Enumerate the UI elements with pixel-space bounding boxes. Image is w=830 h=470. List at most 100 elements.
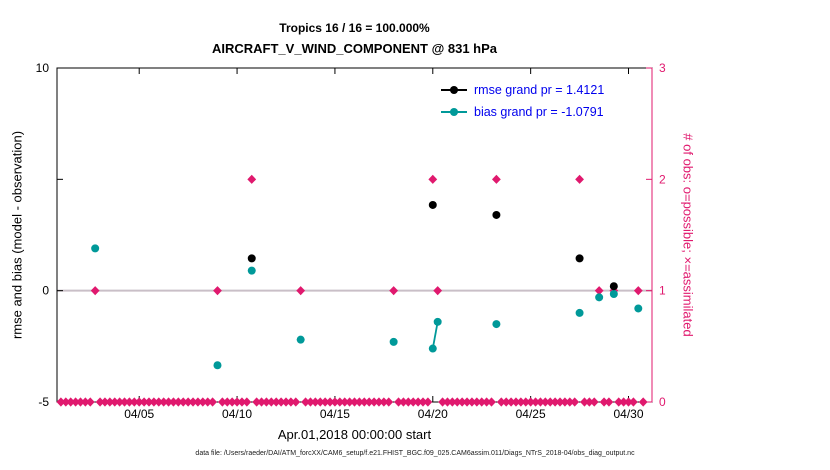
obs-count-diamond <box>452 397 462 407</box>
obs-count-diamond <box>364 397 374 407</box>
obs-count-diamond <box>501 397 511 407</box>
obs-count-diamond <box>482 397 492 407</box>
obs-count-diamond <box>149 397 159 407</box>
obs-count-diamond <box>56 397 66 407</box>
obs-count-diamond <box>487 397 496 407</box>
obs-count-diamond <box>555 397 565 407</box>
obs-count-diamond <box>193 397 203 407</box>
obs-count-diamond <box>247 174 257 184</box>
obs-count-diamond <box>496 397 506 407</box>
obs-count-diamond <box>281 397 291 407</box>
rmse-point <box>492 210 501 219</box>
obs-count-diamond <box>266 397 276 407</box>
obs-count-diamond <box>66 397 76 407</box>
obs-count-diamond <box>335 397 345 407</box>
obs-count-diamond <box>315 397 325 407</box>
obs-count-diamond <box>242 397 252 407</box>
rmse-point <box>575 254 584 263</box>
legend: rmse grand pr = 1.4121 bias grand pr = -… <box>441 79 604 123</box>
rmse-point <box>428 200 437 209</box>
obs-count-diamond <box>125 397 134 407</box>
obs-count-diamond <box>599 397 609 407</box>
obs-count-diamond <box>477 397 487 407</box>
obs-count-diamond <box>633 286 643 296</box>
y-tick-label-right: 2 <box>659 172 666 186</box>
obs-count-diamond <box>584 397 594 407</box>
obs-count-diamond <box>619 397 629 407</box>
plot-subtitle: AIRCRAFT_V_WIND_COMPONENT @ 831 hPa <box>212 41 497 56</box>
obs-count-diamond <box>447 397 457 407</box>
bias-point <box>575 308 584 317</box>
obs-count-diamond <box>227 397 237 407</box>
obs-count-diamond <box>545 397 555 407</box>
x-tick-label: 04/15 <box>320 407 350 421</box>
obs-count-diamond <box>252 397 262 407</box>
obs-count-diamond <box>521 397 531 407</box>
obs-count-diamond <box>340 397 350 407</box>
obs-count-diamond <box>536 397 545 407</box>
obs-count-diamond <box>85 397 95 407</box>
obs-count-diamond <box>296 286 306 296</box>
bias-point <box>492 320 501 329</box>
obs-count-diamond <box>457 397 467 407</box>
obs-count-diamond <box>144 397 154 407</box>
obs-count-diamond <box>423 397 433 407</box>
obs-count-diamond <box>394 397 403 407</box>
obs-count-diamond <box>208 397 218 407</box>
obs-count-diamond <box>560 397 570 407</box>
obs-count-diamond <box>169 397 178 407</box>
obs-count-diamond <box>589 397 599 407</box>
obs-count-diamond <box>71 397 80 407</box>
obs-count-diamond <box>438 397 447 407</box>
obs-count-diamond <box>217 397 227 407</box>
obs-count-diamond <box>359 397 369 407</box>
legend-item-bias: bias grand pr = -1.0791 <box>441 101 604 123</box>
obs-count-diamond <box>76 397 85 407</box>
obs-count-diamond <box>276 397 286 407</box>
obs-count-diamond <box>301 397 310 407</box>
obs-count-diamond <box>472 397 482 407</box>
obs-count-diamond <box>271 397 281 407</box>
obs-count-diamond <box>614 397 624 407</box>
bias-point <box>428 344 437 353</box>
y-tick-label-left: 0 <box>42 284 49 298</box>
obs-count-diamond <box>61 397 71 407</box>
obs-count-diamond <box>139 397 149 407</box>
obs-count-diamond <box>418 397 428 407</box>
obs-count-diamond <box>369 397 379 407</box>
obs-count-diamond <box>428 174 438 184</box>
bias-point <box>296 335 305 344</box>
x-tick-label: 04/10 <box>222 407 252 421</box>
obs-count-diamond <box>384 397 394 407</box>
obs-count-diamond <box>594 286 604 296</box>
obs-count-diamond <box>354 397 364 407</box>
obs-count-diamond <box>403 397 413 407</box>
obs-count-diamond <box>178 397 188 407</box>
x-axis-label: Apr.01,2018 00:00:00 start <box>277 427 432 442</box>
obs-count-diamond <box>100 397 110 407</box>
y-tick-label-left: -5 <box>38 395 49 409</box>
obs-count-diamond <box>511 397 521 407</box>
bias-point <box>213 361 222 370</box>
obs-count-diamond <box>526 397 536 407</box>
obs-count-diamond <box>389 286 399 296</box>
rmse-point <box>609 282 618 291</box>
obs-count-diamond <box>198 397 208 407</box>
bias-marker-icon <box>441 107 467 117</box>
obs-count-diamond <box>516 397 526 407</box>
y-tick-label-right: 3 <box>659 61 666 75</box>
obs-count-diamond <box>159 397 169 407</box>
y-tick-label-left: 10 <box>36 61 50 75</box>
legend-item-rmse: rmse grand pr = 1.4121 <box>441 79 604 101</box>
x-tick-label: 04/30 <box>613 407 643 421</box>
obs-count-diamond <box>164 397 173 407</box>
obs-count-diamond <box>565 397 575 407</box>
obs-count-diamond <box>222 397 232 407</box>
x-tick-label: 04/05 <box>124 407 154 421</box>
obs-count-diamond <box>580 397 589 407</box>
obs-count-diamond <box>350 397 359 407</box>
obs-count-diamond <box>80 397 90 407</box>
obs-count-diamond <box>154 397 164 407</box>
obs-count-diamond <box>120 397 129 407</box>
